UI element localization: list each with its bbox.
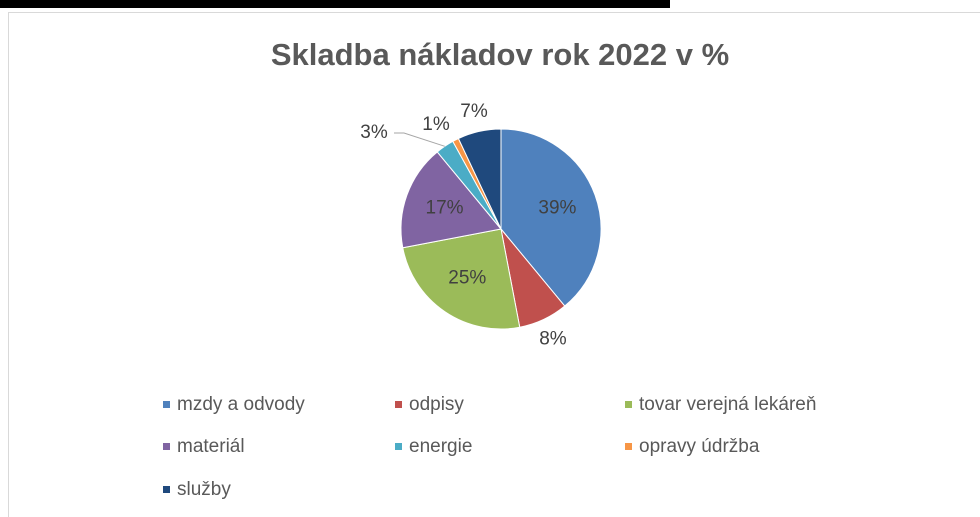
legend-marker — [625, 443, 632, 450]
legend-label: materiál — [177, 436, 245, 457]
legend-label: opravy údržba — [639, 436, 760, 457]
legend-label: energie — [409, 436, 472, 457]
pie-slice — [400, 151, 502, 249]
pie-slice — [457, 128, 502, 230]
legend-marker — [163, 443, 170, 450]
pie-slice — [402, 228, 521, 330]
top-bar — [0, 0, 670, 8]
data-label: 17% — [426, 198, 464, 219]
data-label: 3% — [360, 122, 388, 143]
legend-marker — [625, 401, 632, 408]
legend-label: odpisy — [409, 394, 464, 415]
legend-label: mzdy a odvody — [177, 394, 305, 415]
legend-marker — [163, 486, 170, 493]
pie-slice — [500, 128, 602, 307]
legend-marker — [163, 401, 170, 408]
data-label: 25% — [448, 268, 486, 289]
chart-title: Skladba nákladov rok 2022 v % — [271, 37, 729, 72]
data-label: 1% — [422, 114, 450, 135]
legend-marker — [395, 401, 402, 408]
data-label: 8% — [539, 328, 567, 349]
data-label: 7% — [460, 101, 488, 122]
legend-marker — [395, 443, 402, 450]
legend-label: služby — [177, 479, 231, 500]
leader-line — [394, 132, 445, 147]
data-label: 39% — [538, 198, 576, 219]
legend-label: tovar verejná lekáreň — [639, 394, 816, 415]
